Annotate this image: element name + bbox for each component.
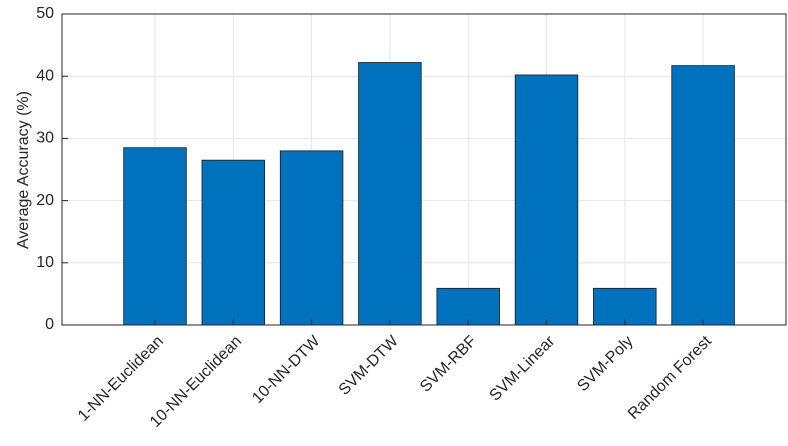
y-tick-label: 40 xyxy=(36,67,54,84)
y-tick-label: 10 xyxy=(36,254,54,271)
x-tick-label: Random Forest xyxy=(625,332,715,422)
x-tick-label: SVM-DTW xyxy=(336,332,403,399)
x-tick-label: 1-NN-Euclidean xyxy=(75,333,167,425)
bar xyxy=(671,65,735,326)
y-tick-label: 0 xyxy=(45,316,54,333)
y-tick-label: 50 xyxy=(36,5,54,22)
plot-frame xyxy=(61,13,787,326)
y-tick-label: 20 xyxy=(36,192,54,209)
bar xyxy=(514,74,579,326)
bar xyxy=(436,287,500,326)
x-tick-label: SVM-Poly xyxy=(574,333,636,395)
bar xyxy=(279,150,344,326)
bar xyxy=(358,62,422,326)
y-axis-label: Average Accuracy (%) xyxy=(15,91,32,249)
x-tick-label: 10-NN-DTW xyxy=(249,332,324,407)
bar xyxy=(123,147,187,326)
x-tick-label: SVM-Linear xyxy=(487,332,559,404)
bar xyxy=(593,287,657,326)
y-tick-label: 30 xyxy=(36,130,54,147)
bar xyxy=(201,159,266,326)
x-tick-label: SVM-RBF xyxy=(417,333,480,396)
